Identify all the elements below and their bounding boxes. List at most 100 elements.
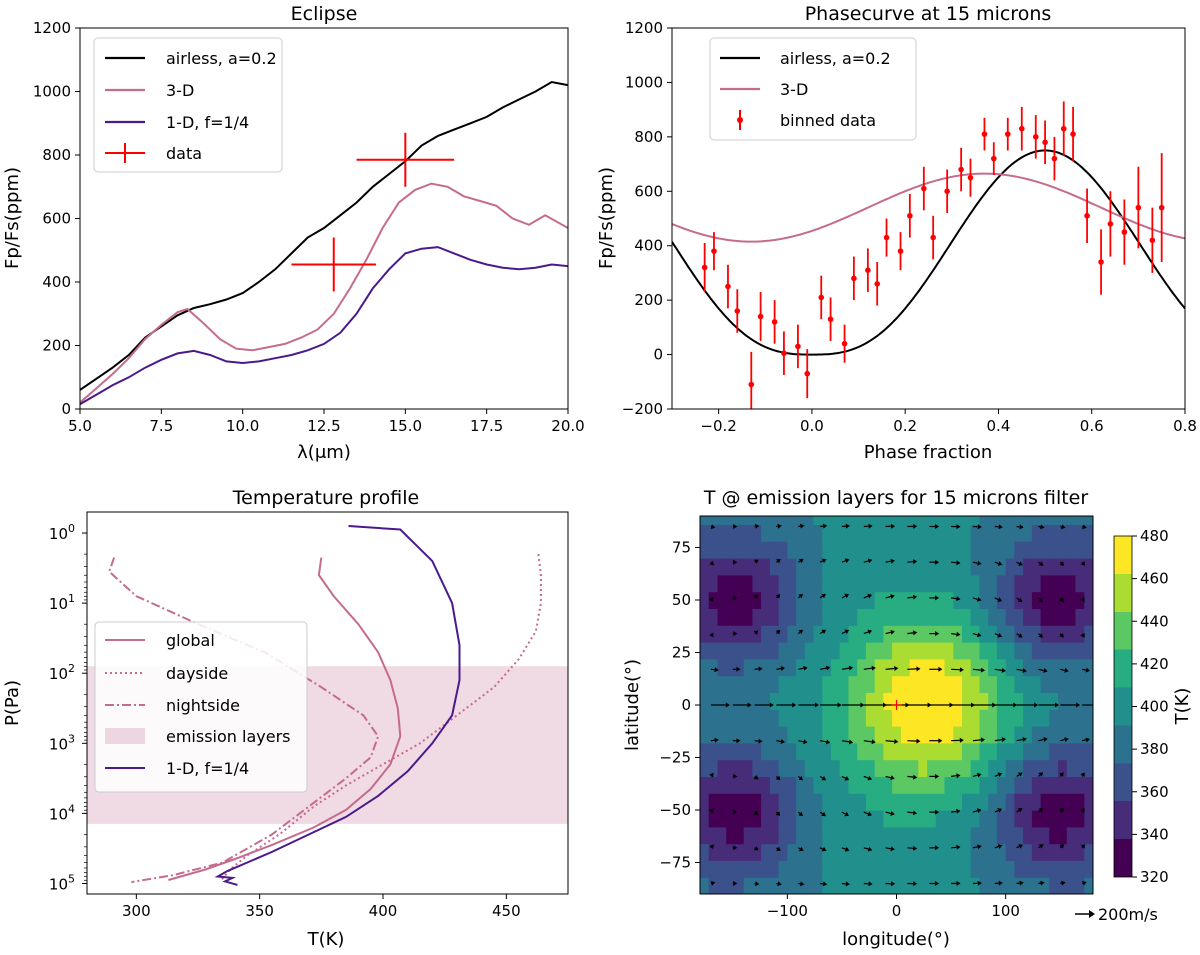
- temperature-cell: [848, 709, 858, 727]
- wind-arrow-head: [977, 524, 982, 530]
- temperature-cell: [909, 810, 919, 828]
- temperature-cell: [831, 843, 841, 861]
- temperature-cell: [900, 860, 911, 878]
- temperature-cell: [769, 709, 780, 727]
- temperature-cell: [752, 793, 762, 811]
- wind-arrow: [841, 740, 850, 743]
- temperature-cell: [1040, 726, 1050, 744]
- wind-arrow: [819, 560, 824, 563]
- temperature-cell: [743, 574, 753, 593]
- wind-arrow-head: [1017, 633, 1023, 638]
- temperature-cell: [1066, 591, 1077, 609]
- temperature-cell: [918, 675, 928, 693]
- temperature-cell: [927, 810, 937, 828]
- temperature-cell: [1075, 692, 1085, 710]
- temperature-field: [700, 516, 1093, 894]
- wind-arrow-head: [800, 523, 805, 529]
- temperature-cell: [769, 608, 780, 626]
- temperature-cell: [708, 843, 718, 861]
- temperature-cell: [874, 675, 884, 693]
- temperature-cell: [708, 541, 718, 559]
- phasecurve-xtick-label: 0.4: [987, 417, 1011, 435]
- temperature-cell: [743, 793, 753, 811]
- temperature-cell: [700, 591, 710, 609]
- temperature-cell: [1066, 608, 1077, 626]
- wind-arrow: [776, 560, 778, 563]
- temperature-cell: [708, 709, 718, 727]
- temperature-cell: [918, 658, 928, 677]
- wind-arrow-head: [956, 560, 961, 566]
- temperature-cell: [743, 877, 753, 894]
- temperature-cell: [927, 793, 937, 811]
- temperature-cell: [865, 625, 876, 643]
- temperature-cell: [822, 810, 832, 828]
- temperature-cell: [1084, 726, 1093, 744]
- temperature-cell: [979, 726, 989, 744]
- temperature-cell: [796, 759, 806, 777]
- temperature-cell: [857, 860, 867, 878]
- temperature-cell: [900, 558, 911, 576]
- temperature-cell: [918, 574, 928, 593]
- temperature-cell: [1040, 692, 1050, 710]
- temperature-cell: [970, 726, 980, 744]
- temperature-cell: [1075, 843, 1085, 861]
- wind-arrow-head: [867, 629, 873, 635]
- temperature-cell: [778, 625, 788, 643]
- temperature-cell: [1005, 608, 1015, 626]
- temperature-cell: [734, 675, 745, 693]
- wind-arrow-head: [1022, 668, 1027, 673]
- temperature-cell: [900, 826, 911, 845]
- temperature-cell: [865, 709, 876, 727]
- wind-arrow-head: [1038, 772, 1044, 777]
- wind-arrow: [798, 667, 804, 670]
- phasecurve-ytick-label: 0: [653, 346, 663, 364]
- wind-arrow-head: [780, 739, 785, 744]
- temperature-cell: [1058, 658, 1068, 677]
- temperature-cell: [839, 709, 849, 727]
- temperature-cell: [927, 608, 937, 626]
- temperature-cell: [900, 591, 911, 609]
- temperature-cell: [743, 658, 753, 677]
- colorbar-tick-label: 400: [1140, 698, 1169, 716]
- temperature-cell: [726, 742, 736, 761]
- temperature-cell: [1005, 625, 1015, 643]
- temperature-cell: [1066, 675, 1077, 693]
- binned-data-point: [818, 294, 825, 301]
- temperature-line-1: [219, 553, 542, 883]
- temperature-cell: [892, 709, 902, 727]
- temperature-cell: [726, 860, 736, 878]
- wind-arrow: [841, 847, 846, 850]
- temperature-cell: [1066, 642, 1077, 660]
- wind-arrow: [863, 740, 872, 743]
- wind-arrow-head: [997, 844, 1003, 849]
- wind-arrow: [819, 775, 824, 779]
- temperature-cell: [1075, 860, 1085, 878]
- temperature-line-0: [168, 557, 402, 881]
- eclipse-ytick-label: 600: [42, 210, 71, 228]
- temperature-cell: [717, 826, 727, 845]
- temperature-cell: [962, 692, 972, 710]
- temperature-cell: [1005, 642, 1015, 660]
- temperature-cell: [804, 742, 815, 761]
- temperature-cell: [717, 860, 727, 878]
- binned-data-point: [841, 340, 848, 347]
- wind-arrow-head: [733, 881, 738, 886]
- temperature-cell: [1058, 793, 1068, 811]
- temperature-cell: [822, 826, 832, 845]
- temperature-cell: [1023, 726, 1033, 744]
- temperature-cell: [865, 608, 876, 626]
- temperature-cell: [1023, 675, 1033, 693]
- temperature-cell: [700, 516, 710, 525]
- phasecurve-xtick-label: 0.2: [893, 417, 917, 435]
- wind-arrow-head: [913, 845, 918, 851]
- temperature-cell: [883, 726, 893, 744]
- temperature-cell: [769, 516, 780, 525]
- wind-arrow-head: [1080, 844, 1086, 849]
- temperature-cell: [979, 709, 989, 727]
- temperature-cell: [874, 642, 884, 660]
- temperature-cell: [1023, 625, 1033, 643]
- temperature-cell: [979, 524, 989, 542]
- temperature-cell: [796, 591, 806, 609]
- temperature-cell: [1058, 877, 1068, 894]
- temperature-cell: [900, 524, 911, 542]
